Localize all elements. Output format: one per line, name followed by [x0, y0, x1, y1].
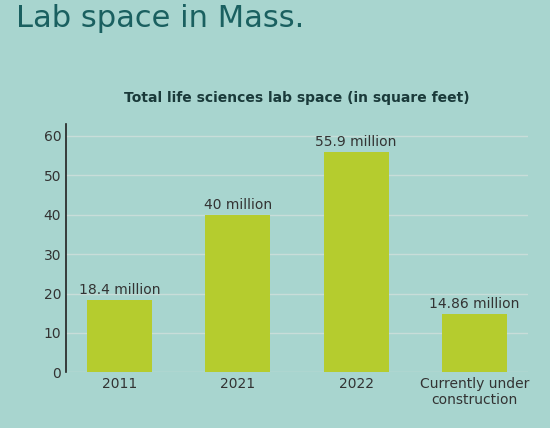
Text: 14.86 million: 14.86 million	[430, 297, 520, 311]
Bar	[205, 215, 271, 372]
Text: Total life sciences lab space (in square feet): Total life sciences lab space (in square…	[124, 91, 470, 105]
Text: 18.4 million: 18.4 million	[79, 283, 160, 297]
Text: 55.9 million: 55.9 million	[316, 135, 397, 149]
Bar	[442, 314, 507, 372]
Bar	[87, 300, 152, 372]
Bar	[323, 152, 389, 372]
Text: 40 million: 40 million	[204, 198, 272, 211]
Text: Lab space in Mass.: Lab space in Mass.	[16, 4, 305, 33]
